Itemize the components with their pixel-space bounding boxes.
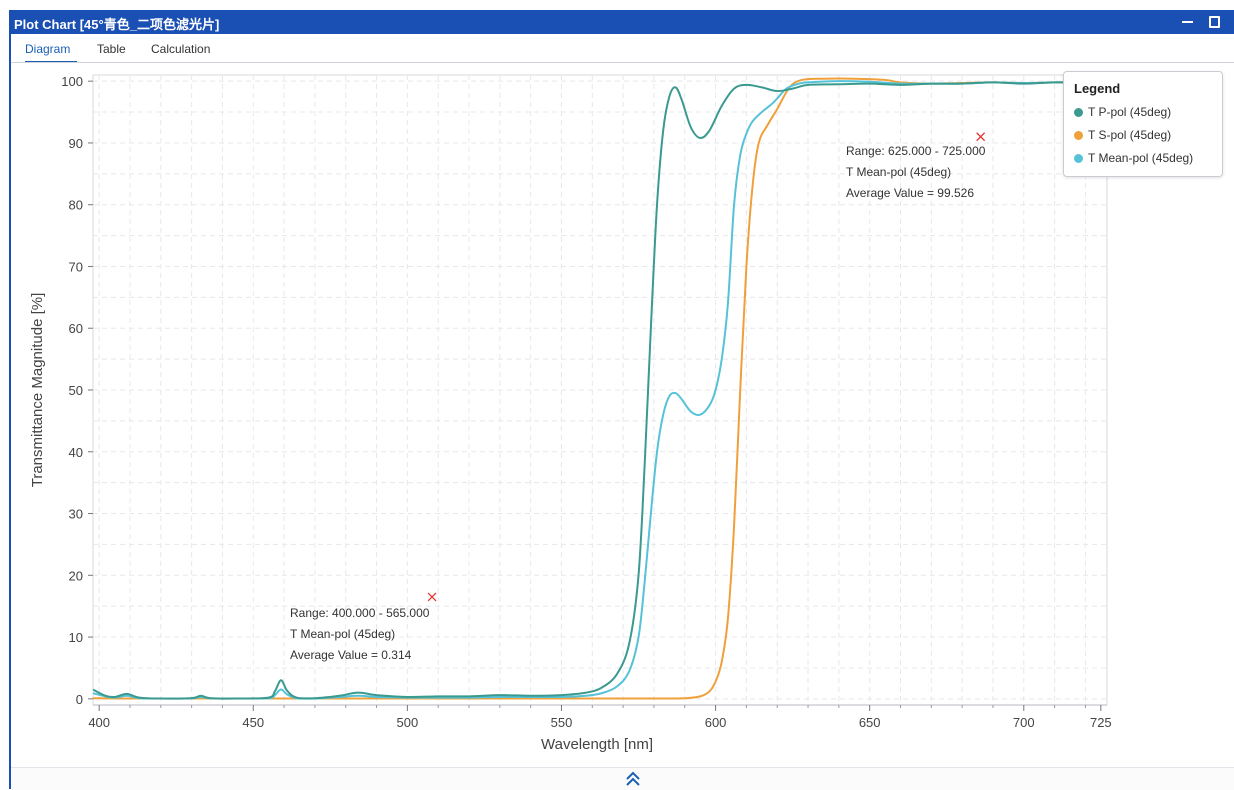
y-tick-label: 30: [69, 507, 83, 522]
x-tick-label: 650: [859, 715, 881, 730]
series-line-mean-pol[interactable]: [93, 80, 1107, 700]
x-tick-label: 600: [705, 715, 727, 730]
x-tick-label: 550: [551, 715, 573, 730]
series-lines: [93, 77, 1107, 700]
maximize-icon: [1209, 16, 1220, 28]
legend-label: T P-pol (45deg): [1088, 105, 1172, 119]
series-line-p-pol[interactable]: [93, 80, 1107, 700]
minimize-icon: [1182, 21, 1193, 23]
window-title: Plot Chart [45°青色_二项色滤光片]: [14, 17, 220, 32]
annotation-text: Range: 400.000 - 565.000: [290, 606, 430, 620]
legend-item-mean-pol[interactable]: T Mean-pol (45deg): [1074, 151, 1193, 165]
legend-color-dot: [1074, 108, 1083, 117]
annotation-text: Average Value = 0.314: [290, 648, 412, 662]
legend-item-s-pol[interactable]: T S-pol (45deg): [1074, 128, 1171, 142]
annotation-text: Average Value = 99.526: [846, 186, 974, 200]
y-tick-label: 80: [69, 198, 83, 213]
double-chevron-up-icon[interactable]: [623, 770, 643, 788]
annotation-text: Range: 625.000 - 725.000: [846, 144, 986, 158]
annotation-text: T Mean-pol (45deg): [846, 165, 951, 179]
view-tabs: Diagram Table Calculation: [11, 34, 1234, 63]
tab-diagram[interactable]: Diagram: [25, 42, 71, 56]
y-tick-label: 90: [69, 136, 83, 151]
y-tick-label: 0: [76, 692, 83, 707]
x-axis-label: Wavelength [nm]: [541, 736, 653, 753]
y-tick-label: 100: [61, 74, 83, 89]
annotations: Range: 400.000 - 565.000 T Mean-pol (45de…: [290, 132, 986, 662]
maximize-button[interactable]: [1202, 10, 1226, 34]
y-tick-label: 50: [69, 383, 83, 398]
window-titlebar[interactable]: Plot Chart [45°青色_二项色滤光片]: [9, 10, 1234, 34]
x-tick-label: 450: [242, 715, 264, 730]
annotation-text: T Mean-pol (45deg): [290, 627, 395, 641]
bottom-panel-bar: [11, 767, 1234, 790]
marker-cross-stroke: [976, 132, 986, 142]
average-marker[interactable]: [427, 592, 437, 602]
y-axis-label: Transmittance Magnitude [%]: [29, 293, 46, 488]
transmittance-chart[interactable]: 400 450 500 550 600 650 700 725 0 10 20 30 40 50 60 70 8…: [11, 63, 1234, 766]
average-marker[interactable]: [976, 132, 986, 142]
y-tick-label: 20: [69, 568, 83, 583]
legend-item-p-pol[interactable]: T P-pol (45deg): [1074, 105, 1171, 119]
axes: 400 450 500 550 600 650 700 725 0 10 20 30 40 50 60 70 8…: [61, 74, 1111, 730]
x-tick-label: 700: [1013, 715, 1035, 730]
x-tick-label: 500: [397, 715, 419, 730]
legend: Legend T P-pol (45deg) T S-pol (45deg) T…: [1063, 71, 1223, 177]
legend-color-dot: [1074, 154, 1083, 163]
legend-title: Legend: [1074, 81, 1121, 96]
x-tick-label: 725: [1090, 715, 1112, 730]
y-tick-label: 70: [69, 259, 83, 274]
tab-calculation[interactable]: Calculation: [151, 42, 211, 56]
minimize-button[interactable]: [1176, 10, 1200, 34]
y-tick-label: 10: [69, 630, 83, 645]
legend-color-dot: [1074, 131, 1083, 140]
legend-label: T S-pol (45deg): [1088, 128, 1172, 142]
legend-label: T Mean-pol (45deg): [1088, 151, 1194, 165]
tab-table[interactable]: Table: [97, 42, 126, 56]
window-left-border: [9, 30, 11, 789]
grid: [93, 75, 1107, 705]
x-tick-label: 400: [88, 715, 110, 730]
y-tick-label: 60: [69, 321, 83, 336]
marker-cross-stroke: [427, 592, 437, 602]
y-tick-label: 40: [69, 445, 83, 460]
tabs-divider: [11, 62, 1234, 63]
